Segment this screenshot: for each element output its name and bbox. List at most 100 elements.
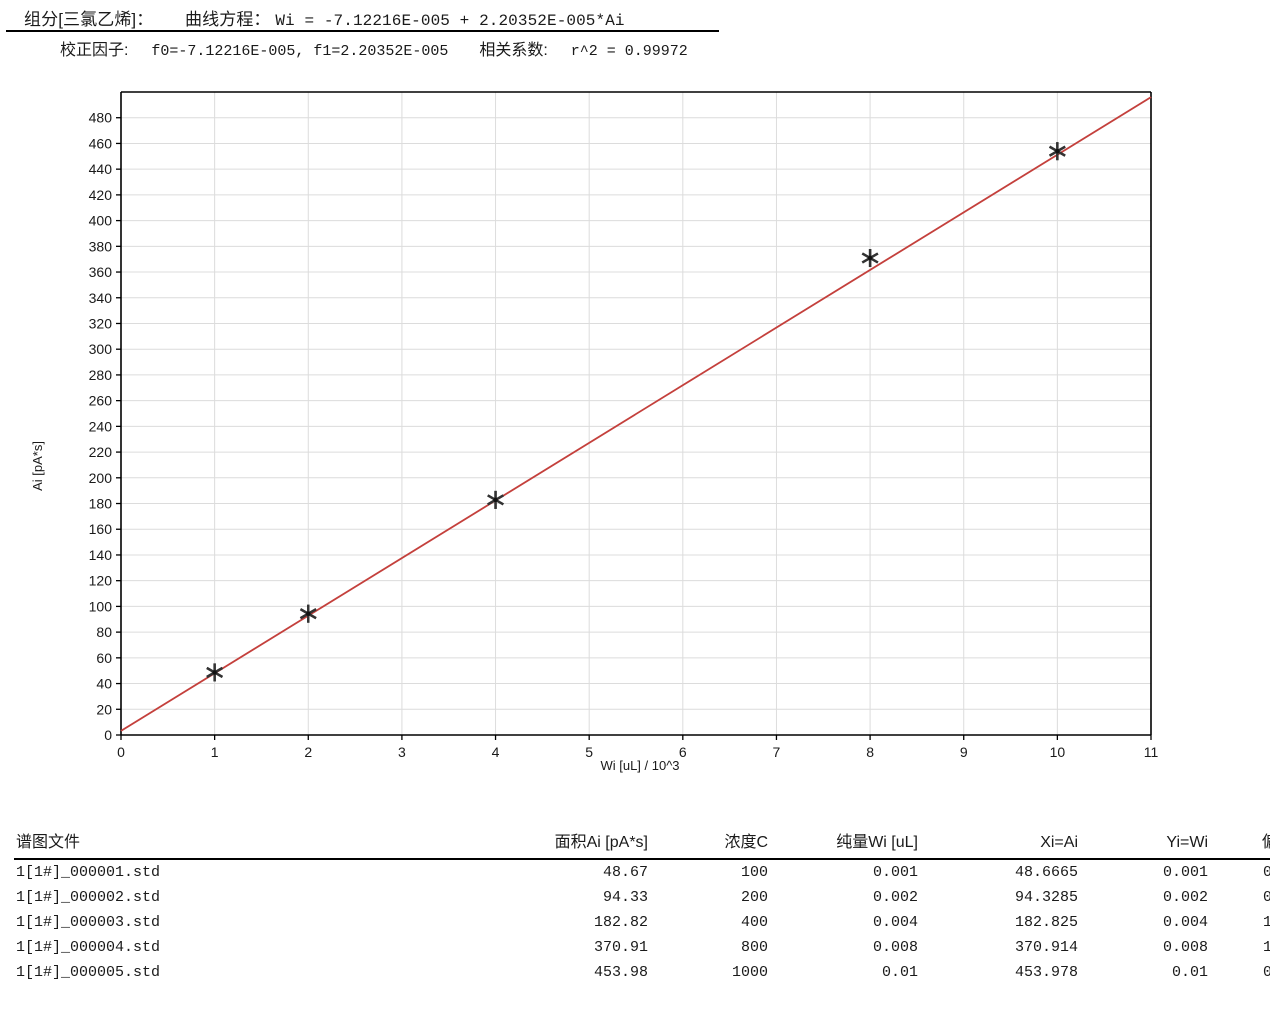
x-axis-ticks: [120, 735, 1152, 740]
x-tick-label: 0: [117, 744, 125, 760]
calibration-results-table: 谱图文件 面积Ai [pA*s] 浓度C 纯量Wi [uL] Xi=Ai Yi=…: [0, 826, 1270, 985]
table-cell: 1.274: [1262, 939, 1270, 956]
x-tick-label: 9: [960, 744, 968, 760]
y-tick-label: 20: [96, 701, 112, 717]
table-cell: 182.82: [593, 914, 648, 931]
col-header-yi: Yi=Wi: [1084, 826, 1214, 860]
y-tick-label: 80: [96, 624, 112, 640]
table-cell: 182.825: [1014, 914, 1078, 931]
y-tick-label: 160: [89, 521, 113, 537]
table-row[interactable]: 1[1#]_000005.std 453.98 1000 0.01 453.978 0.0…: [14, 960, 1270, 985]
table-cell: 0.01: [1171, 964, 1208, 981]
y-tick-label: 240: [89, 418, 113, 434]
table-cell: 100: [740, 864, 768, 881]
y-tick-label: 320: [89, 315, 113, 331]
table-cell: 0.004: [1162, 914, 1208, 931]
calibration-chart: 0 20 40 60 80 100 120 140 160 180 200 220 240 260 280 3…: [0, 78, 1270, 798]
table-cell: 0.001: [1162, 864, 1208, 881]
x-tick-label: 1: [211, 744, 219, 760]
table-cell: 48.67: [602, 864, 648, 881]
data-point-marker[interactable]: [299, 604, 317, 623]
y-tick-label: 100: [89, 598, 113, 614]
table-cell: 1[1#]_000001.std: [16, 864, 161, 881]
table-cell: 48.6665: [1014, 864, 1078, 881]
grid-lines: [121, 92, 1151, 735]
y-tick-label: 400: [89, 213, 113, 229]
data-point-marker[interactable]: [487, 490, 504, 509]
table-cell: 94.3285: [1014, 889, 1078, 906]
x-axis-tick-labels: 0 1 2 3 4 5 6 7 8 9 10 11: [117, 744, 1158, 760]
title-underline: [6, 30, 719, 32]
factor-label: 校正因子:: [60, 42, 129, 59]
col-header-area: 面积Ai [pA*s]: [484, 826, 654, 860]
correlation-label: 相关系数:: [479, 42, 548, 59]
table-cell: 0.115: [1262, 864, 1270, 881]
y-tick-label: 180: [89, 496, 113, 512]
table-row[interactable]: 1[1#]_000004.std 370.91 800 0.008 370.914 0.0…: [14, 935, 1270, 960]
x-tick-label: 7: [773, 744, 781, 760]
y-tick-label: 420: [89, 187, 113, 203]
y-tick-label: 340: [89, 290, 113, 306]
col-header-file: 谱图文件: [14, 826, 484, 860]
table-cell: 1[1#]_000003.std: [16, 914, 161, 931]
table-cell: 0.002: [1162, 889, 1208, 906]
data-point-marker[interactable]: [1048, 142, 1066, 161]
y-tick-label: 280: [89, 367, 113, 383]
table-cell: 370.914: [1014, 939, 1078, 956]
table-cell: 453.978: [1014, 964, 1078, 981]
y-tick-label: 480: [89, 110, 113, 126]
x-axis-title: Wi [uL] / 10^3: [600, 758, 679, 773]
table-cell: 0.01: [881, 964, 918, 981]
table-row[interactable]: 1[1#]_000002.std 94.33 200 0.002 94.3285 0.00…: [14, 885, 1270, 910]
equation-label: 曲线方程：: [185, 10, 271, 29]
table-cell: 200: [740, 889, 768, 906]
x-tick-label: 2: [304, 744, 312, 760]
col-header-xi: Xi=Ai: [924, 826, 1084, 860]
plot-frame: [120, 91, 1152, 736]
table-cell: 1[1#]_000002.std: [16, 889, 161, 906]
equation-text: Wi = -7.12216E-005 + 2.20352E-005*Ai: [275, 12, 625, 30]
y-tick-label: 0: [104, 727, 112, 743]
y-tick-label: 360: [89, 264, 113, 280]
table-cell: 400: [740, 914, 768, 931]
table-cell: 0.002: [872, 889, 918, 906]
table-row[interactable]: 1[1#]_000001.std 48.67 100 0.001 48.6665 0.00…: [14, 859, 1270, 885]
y-tick-label: 40: [96, 676, 112, 692]
y-axis-title: Ai [pA*s]: [30, 441, 45, 491]
table-cell: 1[1#]_000004.std: [16, 939, 161, 956]
x-tick-label: 10: [1050, 744, 1066, 760]
data-point-marker[interactable]: [206, 663, 224, 682]
table-cell: 1.066: [1262, 914, 1270, 931]
table-header-row: 谱图文件 面积Ai [pA*s] 浓度C 纯量Wi [uL] Xi=Ai Yi=…: [14, 826, 1270, 860]
table-cell: 0.004: [872, 914, 918, 931]
calibration-title: 组分[三氯乙烯]： 曲线方程： Wi = -7.12216E-005 + 2.2…: [24, 5, 625, 30]
results-table: 谱图文件 面积Ai [pA*s] 浓度C 纯量Wi [uL] Xi=Ai Yi=…: [14, 826, 1270, 985]
table-cell: 1[1#]_000005.std: [16, 964, 161, 981]
y-tick-label: 300: [89, 341, 113, 357]
correlation-value: r^2 = 0.99972: [570, 43, 688, 60]
factor-values: f0=-7.12216E-005, f1=2.20352E-005: [151, 43, 449, 60]
y-tick-label: 60: [96, 650, 112, 666]
col-header-conc: 浓度C: [654, 826, 774, 860]
y-tick-label: 440: [89, 161, 113, 177]
y-tick-label: 260: [89, 393, 113, 409]
table-cell: 1000: [731, 964, 768, 981]
table-cell: 800: [740, 939, 768, 956]
y-tick-label: 120: [89, 573, 113, 589]
table-cell: 0.008: [872, 939, 918, 956]
x-tick-label: 5: [585, 744, 593, 760]
data-point-marker[interactable]: [861, 249, 879, 268]
y-axis-tick-labels: 0 20 40 60 80 100 120 140 160 180 200 220 240 260 280 3…: [89, 110, 113, 743]
table-row[interactable]: 1[1#]_000003.std 182.82 400 0.004 182.825 0.0…: [14, 910, 1270, 935]
y-axis-ticks: [116, 117, 121, 736]
table-cell: 0.677: [1262, 964, 1270, 981]
table-body: 1[1#]_000001.std 48.67 100 0.001 48.6665 0.00…: [14, 859, 1270, 985]
x-tick-label: 11: [1144, 744, 1159, 760]
col-header-dev: 偏差%: [1214, 826, 1270, 860]
component-label: 组分[三氯乙烯]：: [24, 10, 154, 29]
table-cell: 453.98: [593, 964, 648, 981]
x-tick-label: 8: [866, 744, 874, 760]
table-cell: 0.001: [872, 864, 918, 881]
y-tick-label: 220: [89, 444, 113, 460]
col-header-purity: 纯量Wi [uL]: [774, 826, 924, 860]
